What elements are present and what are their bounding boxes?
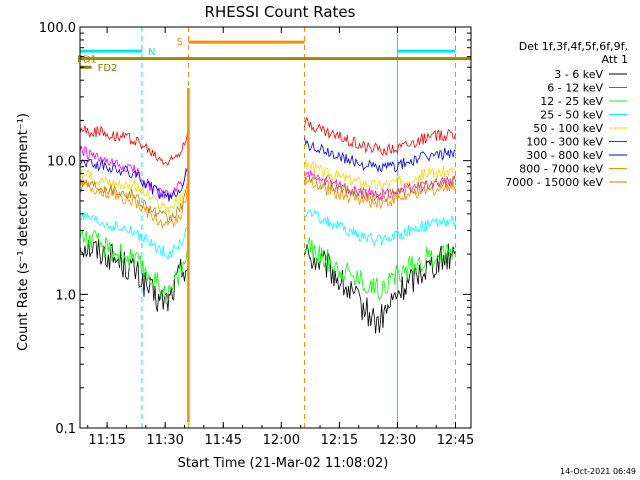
x-tick-label-4: 12:15 (321, 433, 358, 448)
series-line-6-part-1 (304, 137, 456, 173)
y-tick-label-2: 10.0 (47, 155, 76, 170)
legend-label-7: 800 - 7000 keV (519, 163, 603, 176)
series-line-7-part-1 (304, 176, 456, 210)
flag-label-s: S (177, 37, 183, 48)
flag-label-n: N (148, 47, 155, 58)
x-tick-label-1: 11:30 (146, 433, 183, 448)
legend-label-5: 100 - 300 keV (526, 136, 603, 149)
series-line-8-part-0 (79, 178, 189, 224)
series-line-5-part-0 (79, 125, 189, 166)
legend-label-6: 300 - 800 keV (526, 149, 603, 162)
series-line-3-part-0 (79, 212, 189, 260)
x-axis-label: Start Time (21-Mar-02 11:08:02) (178, 456, 389, 471)
series-line-1-part-0 (79, 145, 189, 199)
series-line-4-part-0 (79, 168, 189, 215)
plot-frame (79, 26, 472, 429)
series-line-0-part-0 (79, 239, 189, 312)
series-line-3-part-1 (304, 209, 456, 247)
y-axis-label: Count Rate (s⁻¹ detector segment⁻¹) (16, 113, 31, 351)
series-line-8-part-1 (304, 171, 456, 203)
series-line-5-part-1 (304, 116, 456, 156)
legend-header-line1: Det 1f,3f,4f,5f,6f,9f, (519, 40, 628, 53)
legend-label-8: 7000 - 15000 keV (505, 176, 603, 189)
legend-label-3: 25 - 50 keV (540, 109, 603, 122)
legend-label-4: 50 - 100 keV (533, 122, 603, 135)
flag-label-fd2: FD2 (98, 63, 118, 74)
series-line-6-part-0 (79, 159, 189, 202)
series-line-7-part-0 (79, 180, 189, 229)
series-line-1-part-1 (304, 170, 456, 202)
legend-label-0: 3 - 6 keV (554, 68, 603, 81)
y-tick-label-1: 1.0 (55, 288, 76, 303)
x-tick-label-2: 11:45 (205, 433, 242, 448)
legend-label-2: 12 - 25 keV (540, 95, 603, 108)
series-line-2-part-0 (79, 229, 189, 305)
y-tick-label-0: 0.1 (55, 422, 76, 437)
flag-label-fd1: FD1 (77, 55, 97, 66)
chart-title: RHESSI Count Rates (205, 3, 356, 21)
x-tick-label-0: 11:15 (88, 433, 125, 448)
series-line-2-part-1 (304, 237, 456, 301)
footer-timestamp: 14-Oct-2021 06:49 (560, 467, 636, 476)
legend-header-line2: Att 1 (602, 53, 628, 66)
x-tick-label-6: 12:45 (437, 433, 474, 448)
legend-label-1: 6 - 12 keV (547, 82, 603, 95)
y-tick-label-3: 100.0 (39, 21, 76, 36)
x-tick-label-3: 12:00 (263, 433, 300, 448)
series-line-4-part-1 (304, 159, 456, 191)
x-tick-label-5: 12:30 (379, 433, 416, 448)
